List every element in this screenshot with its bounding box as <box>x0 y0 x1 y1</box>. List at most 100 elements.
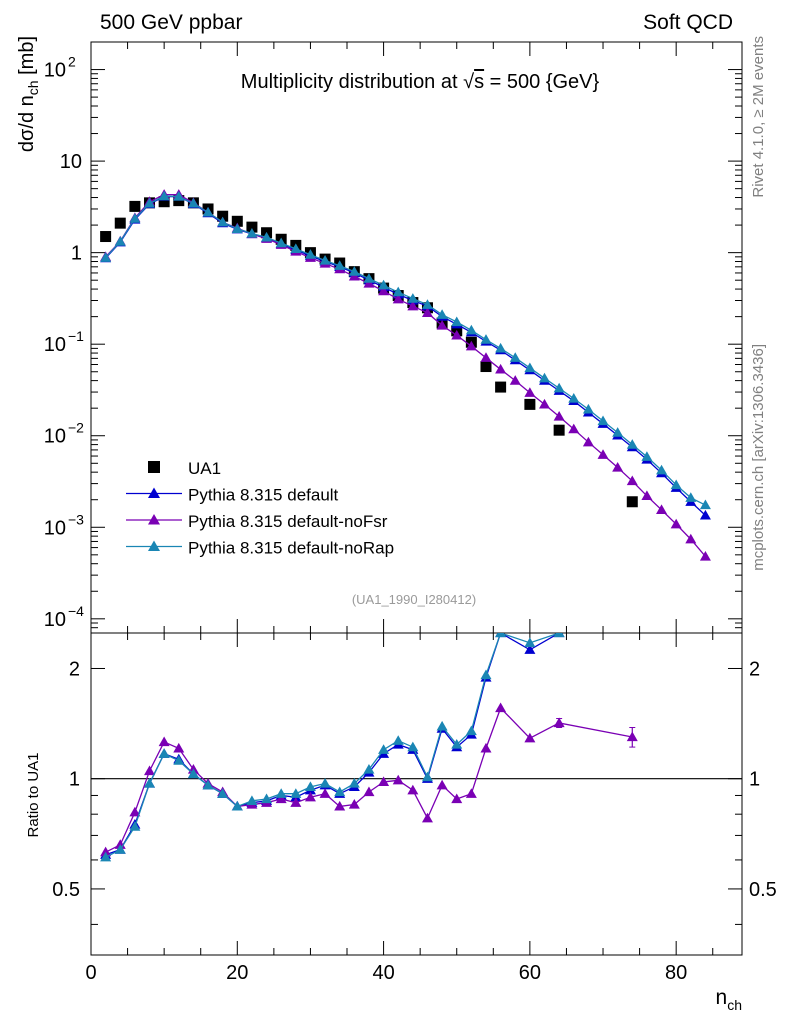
ratio-marker-2 <box>407 784 419 795</box>
series-marker-3 <box>407 293 419 303</box>
series-marker-3 <box>539 372 551 383</box>
main-data-layer <box>100 189 711 561</box>
series-marker-2 <box>568 423 580 434</box>
legend-marker-triangle <box>148 540 160 551</box>
ratio-line-3 <box>105 633 560 858</box>
main-ylabel-text: dσ/d n <box>16 95 38 152</box>
series-marker-3 <box>246 227 258 238</box>
series-marker-3 <box>612 427 624 437</box>
ratio-marker-3 <box>495 633 507 638</box>
ratio-marker-3 <box>290 788 302 798</box>
ratio-marker-2 <box>129 806 141 817</box>
ratio-marker-2 <box>334 800 346 811</box>
ratio-marker-3 <box>304 781 316 791</box>
x-tick-label: 40 <box>372 962 394 984</box>
x-axis-label-sub: ch <box>727 997 742 1013</box>
series-marker-3 <box>129 213 141 223</box>
ratio-data-layer <box>100 633 638 862</box>
series-marker-2 <box>699 550 711 561</box>
series-marker-2 <box>363 278 375 288</box>
ua1-point <box>129 200 141 212</box>
series-marker-2 <box>495 363 507 374</box>
series-marker-2 <box>480 352 492 362</box>
ua1-point <box>553 424 565 436</box>
series-marker-3 <box>231 223 243 233</box>
series-marker-3 <box>451 316 463 327</box>
ua1-point <box>626 496 638 508</box>
ratio-marker-2 <box>436 779 448 790</box>
series-marker-3 <box>626 439 638 449</box>
ratio-marker-2 <box>626 731 638 742</box>
ratio-marker-2 <box>524 732 536 743</box>
header-right: Soft QCD <box>643 11 733 34</box>
series-marker-2 <box>392 293 404 304</box>
series-marker-3 <box>217 216 229 227</box>
ua1-point <box>100 231 112 243</box>
ua1-point <box>114 217 126 229</box>
ratio-marker-3 <box>275 788 287 798</box>
ratio-ytick-label-right: 0.5 <box>749 879 777 901</box>
x-axis-label: nch <box>716 986 742 1013</box>
series-marker-3 <box>187 197 199 208</box>
ratio-ytick-label-left: 1 <box>69 769 80 791</box>
x-tick-label: 80 <box>665 962 687 984</box>
series-marker-2 <box>582 436 594 447</box>
series-marker-2 <box>641 490 653 501</box>
series-marker-3 <box>597 415 609 426</box>
series-marker-3 <box>685 492 697 502</box>
series-marker-2 <box>553 411 565 421</box>
series-marker-3 <box>670 479 682 490</box>
series-marker-2 <box>612 461 624 472</box>
ratio-marker-2 <box>158 736 170 747</box>
ua1-point <box>158 196 170 208</box>
ratio-marker-3 <box>524 637 536 647</box>
series-marker-3 <box>275 237 287 248</box>
ratio-marker-3 <box>407 741 419 752</box>
x-tick-label: 0 <box>85 962 96 984</box>
series-marker-2 <box>539 398 551 409</box>
ua1-point <box>480 361 492 373</box>
legend-label: UA1 <box>188 459 221 478</box>
ratio-marker-3 <box>114 844 126 854</box>
main-ytick-exponent: −1 <box>68 328 84 344</box>
main-ylabel-sub: ch <box>25 80 41 95</box>
ratio-marker-3 <box>553 633 565 638</box>
ratio-marker-2 <box>275 793 287 804</box>
series-marker-3 <box>699 499 711 510</box>
main-ytick-label: 10 <box>44 60 66 82</box>
ratio-marker-3 <box>319 778 331 788</box>
ratio-marker-3 <box>231 800 243 811</box>
ratio-marker-3 <box>334 786 346 797</box>
ratio-marker-3 <box>158 748 170 758</box>
title-var: s <box>474 71 484 93</box>
side-label-top: Rivet 4.1.0, ≥ 2M events <box>750 36 767 198</box>
ua1-point <box>231 215 243 227</box>
series-marker-3 <box>348 266 360 276</box>
series-marker-3 <box>553 382 565 393</box>
series-marker-3 <box>582 403 594 414</box>
ratio-marker-1 <box>524 644 536 654</box>
series-marker-3 <box>421 299 433 309</box>
ua1-point <box>524 398 536 410</box>
main-ytick-label: 10 <box>44 334 66 356</box>
header-left: 500 GeV ppbar <box>100 11 242 34</box>
ratio-marker-2 <box>319 788 331 798</box>
series-marker-3 <box>304 249 316 259</box>
ratio-marker-2 <box>480 742 492 753</box>
main-ytick-label: 10 <box>44 426 66 448</box>
main-ylabel-unit: [mb] <box>16 36 38 80</box>
series-marker-2 <box>421 307 433 317</box>
legend-marker-triangle <box>148 487 160 498</box>
ratio-marker-3 <box>246 795 258 805</box>
legend: UA1 Pythia 8.315 default Pythia 8.315 defa… <box>126 459 394 558</box>
ratio-ylabel: Ratio to UA1 <box>25 752 42 837</box>
series-marker-2 <box>378 285 390 296</box>
series-marker-3 <box>568 393 580 403</box>
ratio-marker-3 <box>173 755 185 765</box>
series-marker-3 <box>319 255 331 265</box>
legend-marker-square <box>148 461 160 473</box>
ratio-marker-2 <box>348 799 360 809</box>
ratio-marker-3 <box>436 720 448 731</box>
main-ytick-exponent: −2 <box>68 420 84 436</box>
ratio-marker-3 <box>144 778 156 788</box>
